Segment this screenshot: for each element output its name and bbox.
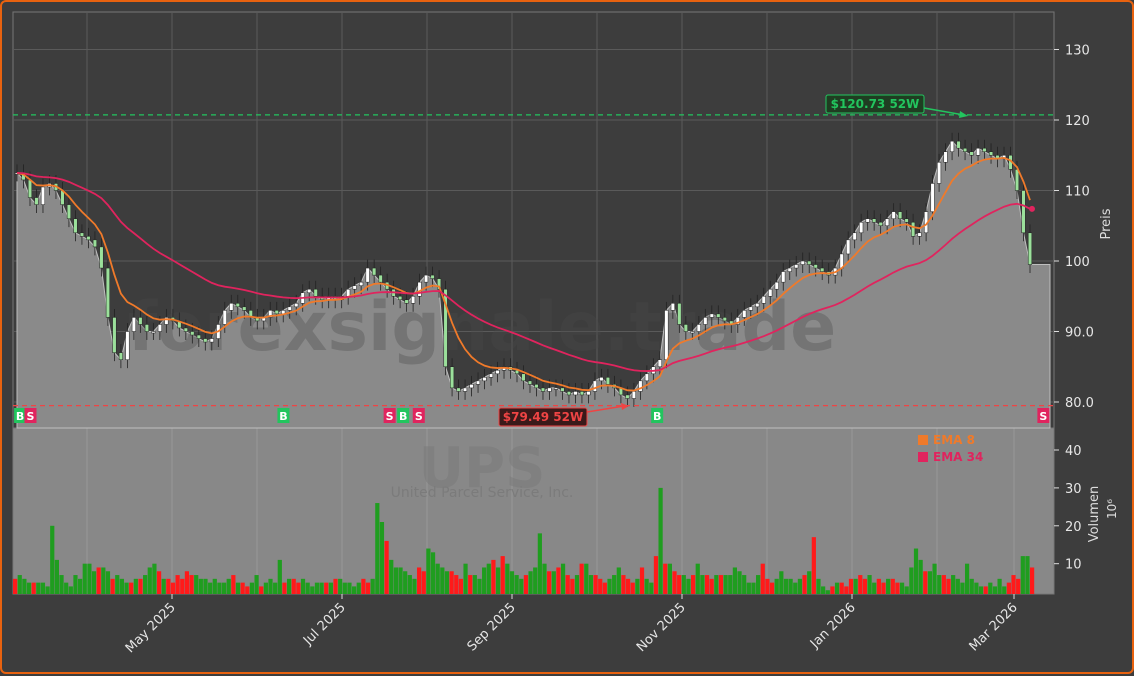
ema-lines (16, 156, 1035, 392)
52w-low-label: $79.49 52W (503, 410, 583, 424)
price-axis-label: Preis (1099, 208, 1114, 239)
y-axis: 130 120 110 100 90.0 80.0 40 30 20 10 (1054, 44, 1094, 573)
svg-text:80.0: 80.0 (1065, 396, 1094, 411)
volume-axis-label: Volumen (1087, 486, 1102, 543)
svg-text:B: B (399, 410, 407, 423)
svg-text:Mar 2026: Mar 2026 (967, 600, 1021, 654)
svg-text:10: 10 (1065, 558, 1082, 573)
svg-text:Jan 2026: Jan 2026 (807, 600, 859, 652)
svg-text:90.0: 90.0 (1065, 326, 1094, 341)
volume-panel (12, 427, 1055, 595)
svg-text:EMA 34: EMA 34 (933, 450, 983, 464)
52w-high-label: $120.73 52W (831, 97, 920, 111)
svg-text:S: S (415, 410, 423, 423)
svg-text:120: 120 (1065, 114, 1090, 129)
volume-bars (13, 487, 1035, 594)
svg-text:S: S (386, 410, 394, 423)
svg-text:Sep 2025: Sep 2025 (465, 600, 519, 654)
svg-text:Jul 2025: Jul 2025 (300, 600, 349, 649)
svg-text:Nov 2025: Nov 2025 (634, 600, 689, 655)
svg-text:40: 40 (1065, 444, 1082, 459)
svg-text:100: 100 (1065, 255, 1090, 270)
svg-text:110: 110 (1065, 185, 1090, 200)
52w-lines: $120.73 52W $79.49 52W (13, 94, 1054, 427)
svg-text:30: 30 (1065, 482, 1082, 497)
svg-text:S: S (1039, 410, 1047, 423)
x-axis: May 2025 Jul 2025 Sep 2025 Nov 2025 Jan 2026… (123, 594, 1021, 656)
candles (14, 132, 1033, 407)
volume-unit-label: 10⁶ (1105, 499, 1119, 519)
ticker-text: UPS (419, 436, 546, 501)
watermark: forexsignale.trade (128, 288, 837, 367)
svg-text:S: S (27, 410, 35, 423)
svg-text:May 2025: May 2025 (123, 600, 179, 656)
svg-text:130: 130 (1065, 44, 1090, 59)
company-text: United Parcel Service, Inc. (391, 485, 574, 501)
svg-text:B: B (16, 410, 24, 423)
svg-text:20: 20 (1065, 520, 1082, 535)
watermark-text: forexsignale.trade (128, 288, 837, 367)
svg-text:B: B (279, 410, 287, 423)
svg-text:EMA 8: EMA 8 (933, 433, 975, 447)
legend: EMA 8 EMA 34 (918, 433, 983, 464)
ticker-watermark: UPS United Parcel Service, Inc. (391, 436, 574, 501)
svg-text:B: B (653, 410, 661, 423)
